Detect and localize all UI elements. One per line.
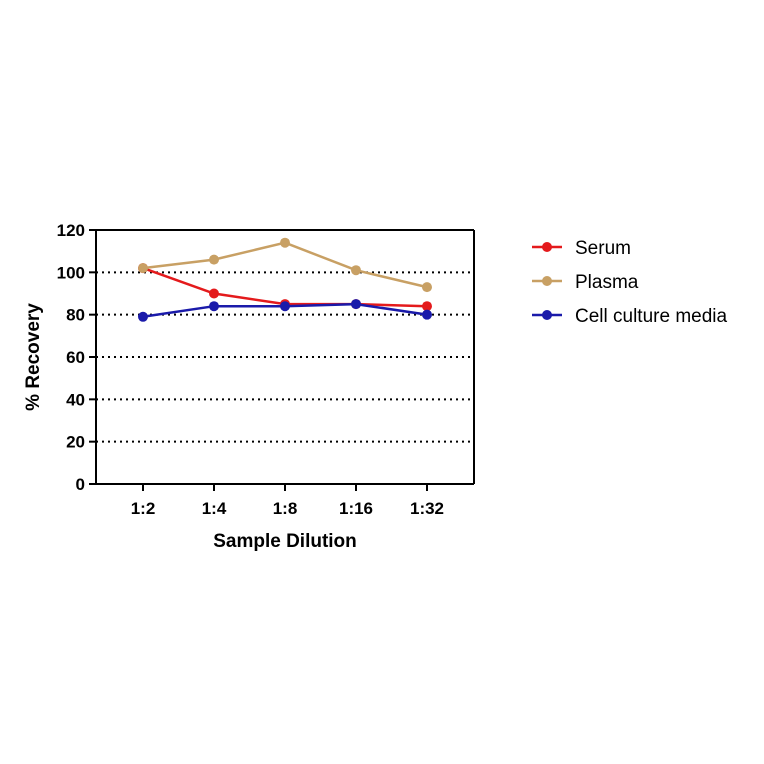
y-tick-label: 20 xyxy=(66,433,85,452)
legend-swatch-marker xyxy=(542,276,552,286)
legend-label: Cell culture media xyxy=(575,306,727,327)
legend-item: Serum xyxy=(532,238,631,259)
data-point xyxy=(138,263,148,274)
y-tick-label: 0 xyxy=(76,475,85,494)
legend-item: Plasma xyxy=(532,272,639,293)
x-tick-label: 1:32 xyxy=(410,499,444,518)
series-group xyxy=(138,237,432,322)
x-tick-label: 1:4 xyxy=(202,499,227,518)
series-plasma xyxy=(138,237,432,293)
legend-swatch-marker xyxy=(542,310,552,320)
legend-label: Serum xyxy=(575,238,631,259)
series-line xyxy=(142,241,428,289)
data-point xyxy=(209,301,219,312)
legend-item: Cell culture media xyxy=(532,306,727,327)
legend: Serum Plasma Cell culture media xyxy=(532,238,727,327)
data-point xyxy=(351,265,361,276)
y-tick-label: 80 xyxy=(66,306,85,325)
x-tick-label: 1:8 xyxy=(273,499,298,518)
data-point xyxy=(280,237,290,248)
series-cell-culture-media xyxy=(138,299,432,322)
y-axis-title: % Recovery xyxy=(23,303,44,411)
y-tick-label: 120 xyxy=(57,221,85,240)
y-tick-label: 100 xyxy=(57,263,85,282)
x-tick-label: 1:2 xyxy=(131,499,156,518)
x-axis-title: Sample Dilution xyxy=(213,531,357,552)
legend-label: Plasma xyxy=(575,272,639,293)
data-point xyxy=(209,254,219,265)
data-point xyxy=(422,282,432,293)
data-point xyxy=(209,288,219,299)
gridlines xyxy=(96,271,474,443)
y-tick-label: 40 xyxy=(66,390,85,409)
data-point xyxy=(138,311,148,322)
y-ticks: 0 20 40 60 80 100 120 xyxy=(57,221,96,494)
x-ticks: 1:2 1:4 1:8 1:16 1:32 xyxy=(131,484,444,518)
data-point xyxy=(422,301,432,312)
data-point xyxy=(280,301,290,312)
data-point xyxy=(422,309,432,320)
y-tick-label: 60 xyxy=(66,348,85,367)
legend-swatch-marker xyxy=(542,242,552,252)
data-point xyxy=(351,299,361,310)
x-tick-label: 1:16 xyxy=(339,499,373,518)
